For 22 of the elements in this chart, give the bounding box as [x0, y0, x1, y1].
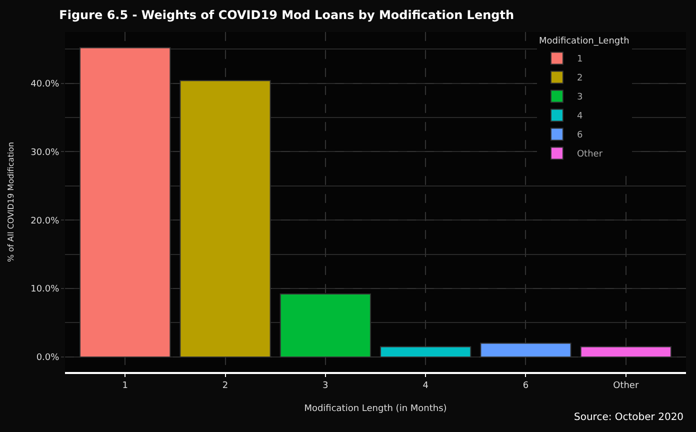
x-tick-label: 4: [422, 380, 429, 391]
source-note: Source: October 2020: [574, 412, 684, 423]
x-tick-label: Other: [613, 380, 639, 391]
x-axis-title: Modification Length (in Months): [304, 404, 447, 414]
legend-label: Other: [576, 150, 603, 160]
x-tick-label: 1: [122, 380, 128, 391]
legend-title: Modification_Length: [538, 36, 630, 47]
legend-label: 4: [576, 112, 583, 122]
x-tick-label: 3: [322, 380, 328, 391]
chart-title: Figure 6.5 - Weights of COVID19 Mod Loans by Modification Length: [59, 8, 514, 22]
y-tick-label: 10.0%: [30, 284, 60, 295]
y-axis-title: % of All COVID19 Modification: [6, 142, 16, 262]
x-tick-label: 6: [522, 380, 529, 391]
legend-label: 1: [576, 54, 583, 65]
legend-label: 2: [576, 74, 583, 84]
y-tick-label: 0.0%: [36, 353, 60, 364]
y-tick-label: 40.0%: [30, 79, 60, 90]
legend-label: 3: [576, 92, 583, 103]
y-tick-label: 30.0%: [30, 148, 60, 158]
x-tick-label: 2: [222, 380, 228, 391]
legend-label: 6: [576, 130, 583, 141]
y-tick-label: 20.0%: [30, 216, 60, 226]
